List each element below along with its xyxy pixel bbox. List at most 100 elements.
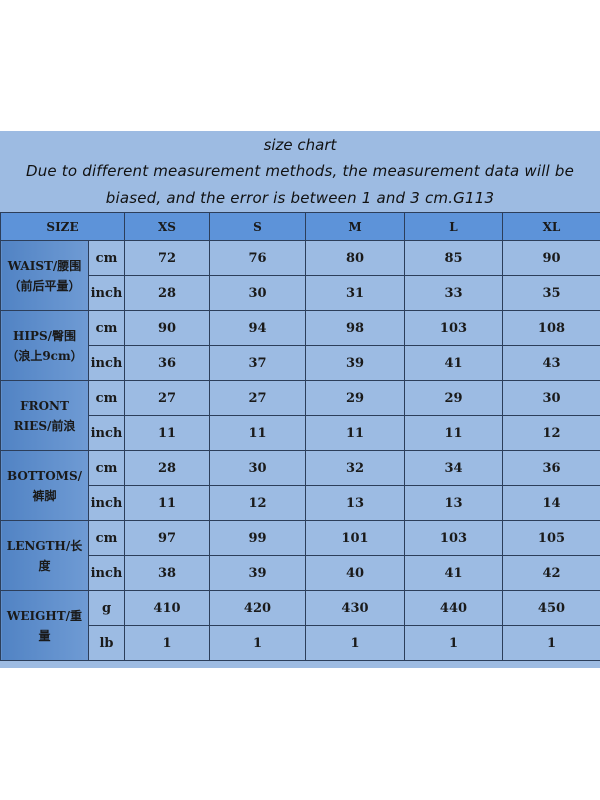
table-row: WEIGHT/重量 g 410 420 430 440 450 — [0, 590, 600, 661]
table-row: FRONT RIES/前浪 cm 27 27 29 29 30 — [0, 380, 600, 451]
value-cell: 11 — [305, 415, 405, 451]
value-cell: 41 — [404, 555, 503, 591]
unit-cell: inch — [88, 415, 125, 451]
value-cell: 103 — [404, 520, 503, 556]
table-row: inch 11 12 13 13 14 — [1, 485, 600, 521]
value-cell: 36 — [124, 345, 210, 381]
unit-cell: inch — [88, 275, 125, 311]
measurement-label: LENGTH/长度 — [0, 520, 89, 591]
unit-cell: cm — [88, 450, 125, 486]
note-line-1: Due to different measurement methods, th… — [25, 162, 575, 180]
header-row: SIZE XS S M L XL — [0, 212, 600, 241]
size-header-xs: XS — [124, 212, 210, 241]
unit-cell: cm — [88, 380, 125, 416]
value-cell: 85 — [404, 240, 503, 276]
value-cell: 12 — [209, 485, 306, 521]
table-row: inch 38 39 40 41 42 — [1, 555, 600, 591]
title-band: size chart Due to different measurement … — [0, 131, 600, 212]
unit-cell: inch — [88, 345, 125, 381]
value-cell: 72 — [124, 240, 210, 276]
value-cell: 450 — [502, 590, 600, 626]
unit-cell: inch — [88, 555, 125, 591]
chart-title: size chart — [263, 136, 337, 154]
unit-cell: cm — [88, 240, 125, 276]
value-cell: 410 — [124, 590, 210, 626]
value-cell: 27 — [124, 380, 210, 416]
table-row: WAIST/腰围（前后平量） cm 72 76 80 85 90 — [0, 240, 600, 311]
size-table: SIZE XS S M L XL WAIST/腰围（前后平量） cm 72 76 80 85 90 i… — [0, 212, 600, 661]
measurement-label: WEIGHT/重量 — [0, 590, 89, 661]
value-cell: 38 — [124, 555, 210, 591]
value-cell: 39 — [209, 555, 306, 591]
value-cell: 40 — [305, 555, 405, 591]
value-cell: 90 — [124, 310, 210, 346]
measurement-label: HIPS/臀围（浪上9cm） — [0, 310, 89, 381]
value-cell: 33 — [404, 275, 503, 311]
table-row: inch 11 11 11 11 12 — [1, 415, 600, 451]
value-cell: 29 — [305, 380, 405, 416]
unit-cell: lb — [88, 625, 125, 661]
value-cell: 1 — [502, 625, 600, 661]
unit-cell: inch — [88, 485, 125, 521]
value-cell: 28 — [124, 275, 210, 311]
value-cell: 34 — [404, 450, 503, 486]
value-cell: 12 — [502, 415, 600, 451]
value-cell: 430 — [305, 590, 405, 626]
value-cell: 13 — [404, 485, 503, 521]
value-cell: 94 — [209, 310, 306, 346]
unit-cell: g — [88, 590, 125, 626]
value-cell: 1 — [124, 625, 210, 661]
value-cell: 97 — [124, 520, 210, 556]
value-cell: 27 — [209, 380, 306, 416]
value-cell: 13 — [305, 485, 405, 521]
value-cell: 90 — [502, 240, 600, 276]
value-cell: 103 — [404, 310, 503, 346]
value-cell: 1 — [209, 625, 306, 661]
unit-cell: cm — [88, 310, 125, 346]
value-cell: 98 — [305, 310, 405, 346]
value-cell: 108 — [502, 310, 600, 346]
value-cell: 28 — [124, 450, 210, 486]
value-cell: 14 — [502, 485, 600, 521]
value-cell: 35 — [502, 275, 600, 311]
value-cell: 32 — [305, 450, 405, 486]
size-header-m: M — [305, 212, 405, 241]
value-cell: 99 — [209, 520, 306, 556]
measurement-label: FRONT RIES/前浪 — [0, 380, 89, 451]
measurement-label: WAIST/腰围（前后平量） — [0, 240, 89, 311]
unit-cell: cm — [88, 520, 125, 556]
table-row: BOTTOMS/裤脚 cm 28 30 32 34 36 — [0, 450, 600, 521]
size-header: SIZE — [0, 212, 125, 241]
table-row: inch 36 37 39 41 43 — [1, 345, 600, 381]
table-row: HIPS/臀围（浪上9cm） cm 90 94 98 103 108 — [0, 310, 600, 381]
size-chart: size chart Due to different measurement … — [0, 131, 600, 668]
note-line-2: biased, and the error is between 1 and 3… — [105, 189, 495, 207]
value-cell: 420 — [209, 590, 306, 626]
measurement-label: BOTTOMS/裤脚 — [0, 450, 89, 521]
value-cell: 101 — [305, 520, 405, 556]
value-cell: 1 — [305, 625, 405, 661]
value-cell: 1 — [404, 625, 503, 661]
value-cell: 37 — [209, 345, 306, 381]
table-row: inch 28 30 31 33 35 — [1, 275, 600, 311]
table-row: lb 1 1 1 1 1 — [1, 625, 600, 661]
value-cell: 76 — [209, 240, 306, 276]
value-cell: 11 — [124, 415, 210, 451]
size-header-xl: XL — [502, 212, 600, 241]
value-cell: 43 — [502, 345, 600, 381]
value-cell: 30 — [209, 275, 306, 311]
size-header-l: L — [404, 212, 503, 241]
value-cell: 29 — [404, 380, 503, 416]
value-cell: 80 — [305, 240, 405, 276]
size-header-s: S — [209, 212, 306, 241]
value-cell: 30 — [502, 380, 600, 416]
table-row: LENGTH/长度 cm 97 99 101 103 105 — [0, 520, 600, 591]
value-cell: 11 — [124, 485, 210, 521]
value-cell: 11 — [209, 415, 306, 451]
value-cell: 36 — [502, 450, 600, 486]
value-cell: 31 — [305, 275, 405, 311]
value-cell: 41 — [404, 345, 503, 381]
value-cell: 105 — [502, 520, 600, 556]
value-cell: 440 — [404, 590, 503, 626]
value-cell: 39 — [305, 345, 405, 381]
